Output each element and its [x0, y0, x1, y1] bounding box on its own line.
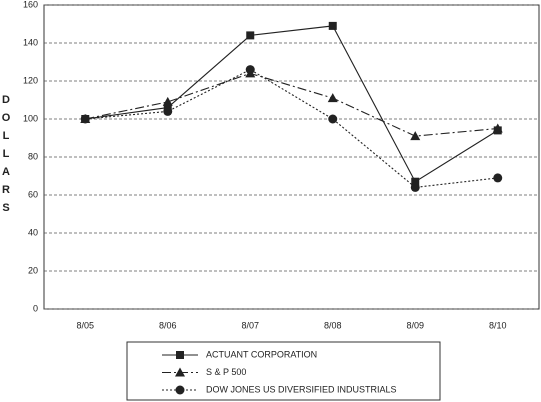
x-tick-label: 8/06	[159, 320, 177, 330]
y-tick-label: 120	[23, 75, 38, 85]
x-tick-label: 8/09	[406, 320, 424, 330]
series-line	[85, 68, 498, 188]
legend-label: ACTUANT CORPORATION	[206, 349, 317, 359]
x-tick-label: 8/07	[241, 320, 259, 330]
legend-label: S & P 500	[206, 367, 246, 377]
data-point	[246, 31, 255, 40]
y-axis-label: DOLLARS	[0, 94, 12, 220]
series-line	[85, 25, 499, 183]
data-point	[162, 96, 173, 106]
data-point	[410, 182, 420, 192]
legend-marker	[176, 351, 184, 359]
x-tick-label: 8/05	[76, 320, 94, 330]
x-tick-label: 8/08	[324, 320, 342, 330]
y-tick-label: 60	[28, 189, 38, 199]
legend-marker	[175, 385, 185, 395]
data-point	[80, 114, 90, 124]
data-point	[493, 173, 503, 183]
legend-marker	[175, 367, 185, 377]
x-tick-label: 8/10	[489, 320, 507, 330]
y-tick-label: 80	[28, 151, 38, 161]
data-point	[245, 65, 255, 75]
y-tick-label: 100	[23, 113, 38, 123]
y-tick-label: 20	[28, 265, 38, 275]
y-tick-label: 0	[33, 303, 38, 313]
data-point	[328, 21, 337, 30]
data-point	[163, 106, 173, 116]
data-point	[327, 93, 338, 103]
legend-box	[126, 341, 441, 401]
data-point	[410, 131, 421, 141]
data-point	[411, 177, 420, 186]
series-line	[85, 72, 498, 137]
data-point	[328, 114, 338, 124]
y-tick-label: 160	[23, 0, 38, 9]
data-point	[492, 123, 503, 133]
legend-label: DOW JONES US DIVERSIFIED INDUSTRIALS	[206, 384, 397, 394]
y-tick-label: 40	[28, 227, 38, 237]
y-tick-label: 140	[23, 37, 38, 47]
